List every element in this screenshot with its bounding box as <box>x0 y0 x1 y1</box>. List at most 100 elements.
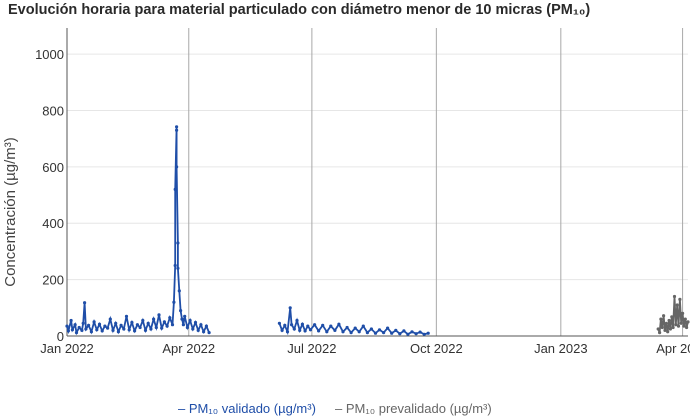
data-point[interactable] <box>668 327 673 331</box>
data-point[interactable] <box>666 330 670 334</box>
data-point[interactable] <box>162 320 166 324</box>
data-point[interactable] <box>382 331 386 335</box>
data-point[interactable] <box>682 324 686 328</box>
data-point[interactable] <box>406 332 410 336</box>
data-point[interactable] <box>170 323 175 327</box>
data-point[interactable] <box>398 332 402 336</box>
data-point[interactable] <box>681 311 685 315</box>
data-point[interactable] <box>204 324 208 328</box>
data-point[interactable] <box>73 323 77 327</box>
data-point[interactable] <box>678 297 682 301</box>
data-point[interactable] <box>345 325 349 330</box>
data-point[interactable] <box>679 321 683 325</box>
data-point[interactable] <box>154 325 158 330</box>
data-point[interactable] <box>308 328 313 332</box>
data-point[interactable] <box>114 321 118 325</box>
data-point[interactable] <box>670 315 674 319</box>
data-point[interactable] <box>686 320 690 324</box>
data-point[interactable] <box>414 332 418 336</box>
data-point[interactable] <box>180 317 184 321</box>
data-point[interactable] <box>81 321 85 325</box>
data-point[interactable] <box>207 331 211 335</box>
data-point[interactable] <box>103 324 107 328</box>
data-point[interactable] <box>373 331 378 335</box>
data-point[interactable] <box>329 324 333 328</box>
data-point[interactable] <box>658 331 662 335</box>
data-point[interactable] <box>199 323 203 327</box>
data-point[interactable] <box>660 325 664 330</box>
data-point[interactable] <box>135 323 139 327</box>
data-point[interactable] <box>92 320 96 324</box>
data-point[interactable] <box>402 329 406 333</box>
data-point[interactable] <box>663 328 667 332</box>
data-point[interactable] <box>80 328 84 332</box>
series-validado[interactable] <box>65 125 430 336</box>
data-point[interactable] <box>69 318 73 323</box>
data-point[interactable] <box>675 303 679 307</box>
data-point[interactable] <box>202 330 206 334</box>
data-point[interactable] <box>341 330 345 334</box>
data-point[interactable] <box>321 323 325 327</box>
data-point[interactable] <box>290 323 294 327</box>
data-point[interactable] <box>97 322 102 326</box>
data-point[interactable] <box>122 327 126 331</box>
data-point[interactable] <box>306 324 310 328</box>
data-point[interactable] <box>176 241 180 245</box>
data-point[interactable] <box>667 318 671 323</box>
data-point[interactable] <box>175 165 179 169</box>
data-point[interactable] <box>369 327 373 331</box>
legend-item-validado[interactable]: – PM₁₀ validado (µg/m³) <box>178 401 316 416</box>
data-point[interactable] <box>288 306 292 310</box>
data-point[interactable] <box>298 328 302 332</box>
data-point[interactable] <box>676 324 681 328</box>
data-point[interactable] <box>422 332 426 336</box>
data-point[interactable] <box>87 323 91 327</box>
data-point[interactable] <box>683 317 687 321</box>
data-point[interactable] <box>337 322 341 326</box>
data-point[interactable] <box>165 324 169 328</box>
data-point[interactable] <box>313 323 317 327</box>
data-point[interactable] <box>674 323 678 327</box>
plot-area[interactable] <box>65 125 690 336</box>
data-point[interactable] <box>124 314 129 318</box>
data-point[interactable] <box>277 321 281 325</box>
data-point[interactable] <box>659 317 663 321</box>
data-point[interactable] <box>65 324 69 328</box>
data-point[interactable] <box>179 309 183 313</box>
data-point[interactable] <box>410 330 414 334</box>
data-point[interactable] <box>133 329 137 333</box>
data-point[interactable] <box>83 301 87 305</box>
data-point[interactable] <box>191 327 195 331</box>
data-point[interactable] <box>172 300 176 304</box>
data-point[interactable] <box>353 326 357 330</box>
data-point[interactable] <box>671 325 675 330</box>
legend-item-prevalidado[interactable]: – PM₁₀ prevalidado (µg/m³) <box>335 401 492 416</box>
data-point[interactable] <box>361 324 365 328</box>
data-point[interactable] <box>74 331 79 335</box>
data-point[interactable] <box>111 328 115 332</box>
data-point[interactable] <box>157 313 161 317</box>
data-point[interactable] <box>70 328 74 332</box>
data-point[interactable] <box>138 325 142 330</box>
data-point[interactable] <box>143 328 148 332</box>
series-prevalidado[interactable] <box>656 294 690 335</box>
data-point[interactable] <box>130 320 134 325</box>
data-point[interactable] <box>141 318 145 323</box>
data-point[interactable] <box>664 321 669 325</box>
data-point[interactable] <box>66 329 70 333</box>
data-point[interactable] <box>295 318 299 323</box>
data-point[interactable] <box>662 314 666 318</box>
data-point[interactable] <box>149 327 153 331</box>
data-point[interactable] <box>108 317 112 321</box>
data-point[interactable] <box>175 128 179 132</box>
data-point[interactable] <box>193 320 198 325</box>
data-point[interactable] <box>377 328 382 332</box>
data-point[interactable] <box>185 325 189 330</box>
data-point[interactable] <box>365 331 369 335</box>
data-point[interactable] <box>127 328 131 332</box>
data-point[interactable] <box>116 330 120 334</box>
data-point[interactable] <box>152 317 156 321</box>
data-point[interactable] <box>333 328 337 332</box>
data-point[interactable] <box>317 329 321 333</box>
data-point[interactable] <box>685 325 689 330</box>
